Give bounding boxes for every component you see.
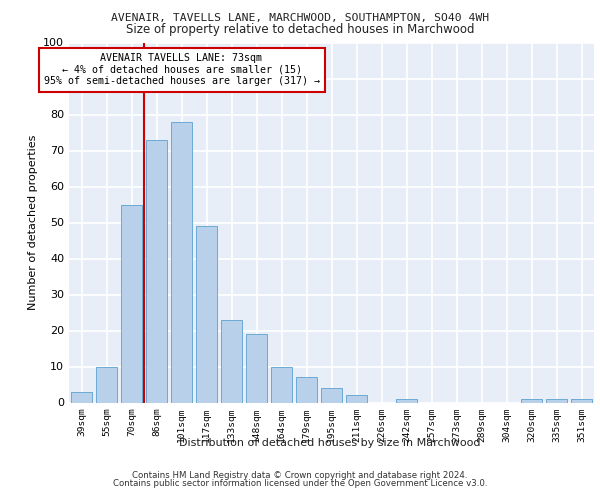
Bar: [571, 399, 592, 402]
Bar: [171, 122, 192, 402]
Bar: [71, 392, 92, 402]
Bar: [271, 366, 292, 402]
Bar: [146, 140, 167, 402]
Bar: [121, 204, 142, 402]
Text: Distribution of detached houses by size in Marchwood: Distribution of detached houses by size …: [179, 438, 481, 448]
Text: Size of property relative to detached houses in Marchwood: Size of property relative to detached ho…: [126, 22, 474, 36]
Bar: [221, 320, 242, 402]
Bar: [196, 226, 217, 402]
Bar: [321, 388, 342, 402]
Bar: [246, 334, 267, 402]
Text: AVENAIR, TAVELLS LANE, MARCHWOOD, SOUTHAMPTON, SO40 4WH: AVENAIR, TAVELLS LANE, MARCHWOOD, SOUTHA…: [111, 12, 489, 22]
Bar: [546, 399, 567, 402]
Text: AVENAIR TAVELLS LANE: 73sqm
← 4% of detached houses are smaller (15)
95% of semi: AVENAIR TAVELLS LANE: 73sqm ← 4% of deta…: [44, 54, 320, 86]
Bar: [521, 399, 542, 402]
Bar: [296, 378, 317, 402]
Bar: [96, 366, 117, 402]
Bar: [346, 396, 367, 402]
Bar: [396, 399, 417, 402]
Text: Contains public sector information licensed under the Open Government Licence v3: Contains public sector information licen…: [113, 478, 487, 488]
Y-axis label: Number of detached properties: Number of detached properties: [28, 135, 38, 310]
Text: Contains HM Land Registry data © Crown copyright and database right 2024.: Contains HM Land Registry data © Crown c…: [132, 471, 468, 480]
